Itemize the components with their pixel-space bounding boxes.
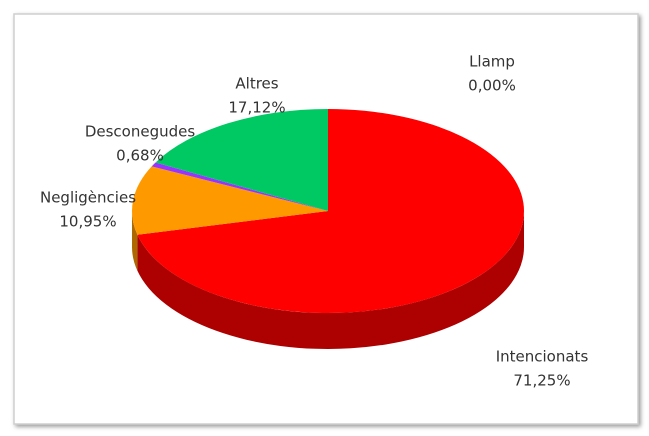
slice-value-label: 0,00% (468, 77, 516, 95)
slice-label: Negligències (40, 189, 136, 207)
slice-value-label: 17,12% (228, 99, 285, 117)
slice-value-label: 71,25% (513, 372, 570, 390)
slice (155, 109, 328, 211)
slice-label: Altres (235, 75, 278, 93)
slice-side (132, 211, 138, 271)
pie (131, 109, 524, 350)
slice-label: Intencionats (496, 348, 589, 366)
slice (131, 166, 328, 235)
slice-label: Llamp (469, 53, 515, 71)
slice (151, 162, 328, 211)
slice-value-label: 0,68% (116, 147, 164, 165)
slice-side (137, 211, 524, 350)
slice-value-label: 10,95% (59, 213, 116, 231)
slice-label: Desconegudes (85, 123, 196, 141)
slice (137, 109, 524, 313)
